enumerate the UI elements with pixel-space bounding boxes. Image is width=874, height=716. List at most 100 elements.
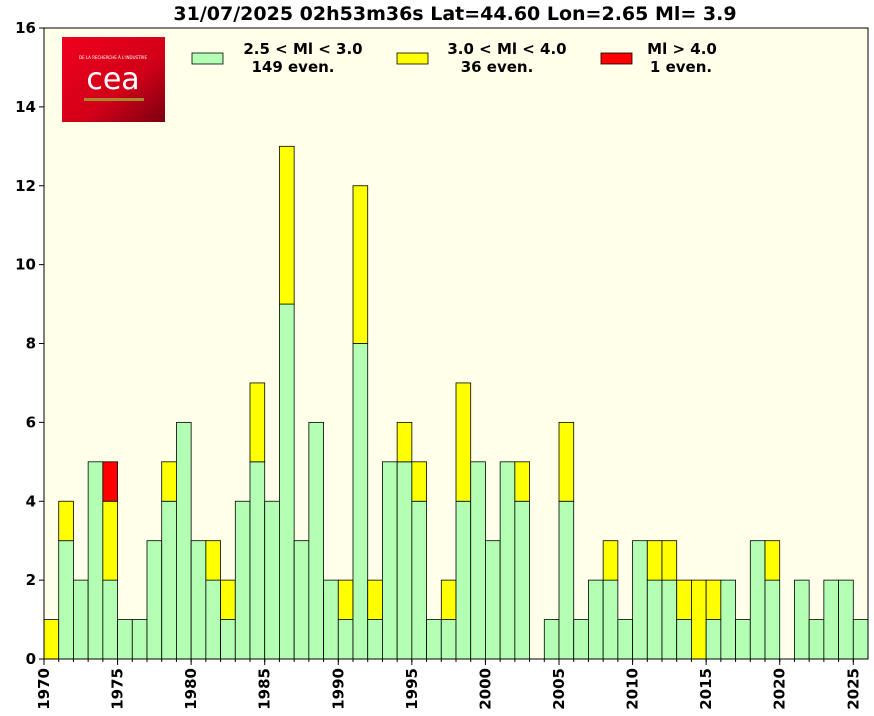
- bar-1987-series-1: [293, 540, 310, 660]
- y-tick-label-10: 10: [15, 256, 36, 274]
- bar-1973-series-1: [87, 461, 104, 660]
- bar-1997-series-1: [440, 619, 457, 660]
- legend-count-3: 1 even.: [650, 58, 712, 76]
- legend-count-1: 149 even.: [251, 58, 334, 76]
- legend-swatch-2: [396, 52, 429, 65]
- bar-2025-series-1: [852, 619, 869, 660]
- y-tick-label-16: 16: [15, 19, 36, 37]
- bar-1984-series-2: [249, 382, 266, 463]
- bar-1992-series-1: [367, 619, 383, 660]
- x-tick-label-1985: 1985: [256, 668, 274, 710]
- bar-2012-series-1: [661, 579, 678, 660]
- bar-2007-series-1: [588, 579, 604, 660]
- bar-2014-series-2: [691, 579, 707, 660]
- x-tick-label-2005: 2005: [550, 668, 568, 710]
- bar-1993-series-1: [382, 461, 398, 660]
- bar-1989-series-1: [323, 579, 339, 660]
- bar-2010-series-1: [632, 540, 648, 660]
- bar-1974-series-3: [102, 461, 118, 502]
- y-tick-label-12: 12: [15, 177, 36, 195]
- bar-1999-series-1: [470, 461, 486, 660]
- x-tick-label-2015: 2015: [697, 668, 715, 710]
- bar-1981-series-2: [205, 540, 221, 581]
- bar-2022-series-1: [808, 619, 825, 660]
- y-tick-label-14: 14: [15, 98, 36, 116]
- legend-item-1: 2.5 < Ml < 3.0 149 even.: [191, 40, 363, 76]
- bar-2013-series-1: [676, 619, 692, 660]
- bar-1974-series-2: [102, 500, 118, 581]
- bar-2016-series-1: [720, 579, 736, 660]
- bar-1980-series-1: [190, 540, 207, 660]
- bar-2009-series-1: [617, 619, 633, 660]
- x-tick-label-2000: 2000: [476, 668, 494, 710]
- bar-2019-series-2: [764, 540, 781, 581]
- logo-background: [62, 37, 165, 122]
- bar-1988-series-1: [308, 421, 324, 660]
- y-tick-label-0: 0: [26, 650, 36, 668]
- legend-label-3: Ml > 4.0: [647, 40, 717, 58]
- x-tick-label-1995: 1995: [403, 668, 421, 710]
- bar-1986-series-2: [279, 145, 295, 305]
- bar-1981-series-1: [205, 579, 221, 660]
- legend-label-1: 2.5 < Ml < 3.0: [243, 40, 362, 58]
- bar-1984-series-1: [249, 461, 266, 660]
- bar-2019-series-1: [764, 579, 781, 660]
- legend-label-2: 3.0 < Ml < 4.0: [447, 40, 566, 58]
- bar-1978-series-2: [161, 461, 177, 502]
- cea-logo: DE LA RECHERCHE À L'INDUSTRIE cea: [62, 37, 165, 122]
- y-tick-label-2: 2: [26, 571, 36, 589]
- bar-2006-series-1: [573, 619, 589, 660]
- bar-2017-series-1: [735, 619, 751, 660]
- legend-count-2: 36 even.: [461, 58, 534, 76]
- bar-1991-series-1: [352, 343, 369, 660]
- bar-1983-series-1: [234, 500, 251, 660]
- bar-1991-series-2: [352, 185, 369, 344]
- bar-1985-series-1: [264, 500, 280, 660]
- bar-1992-series-2: [367, 579, 383, 620]
- bar-1998-series-1: [455, 500, 472, 660]
- bar-2002-series-1: [514, 500, 530, 660]
- bar-1990-series-2: [337, 579, 354, 620]
- bar-1982-series-2: [220, 579, 236, 620]
- bar-1977-series-1: [146, 540, 163, 660]
- legend-item-3: Ml > 4.0 1 even.: [600, 40, 717, 76]
- bar-2000-series-1: [485, 540, 501, 660]
- bar-1986-series-1: [279, 303, 295, 660]
- bar-1974-series-1: [102, 579, 118, 660]
- logo-tagline: DE LA RECHERCHE À L'INDUSTRIE: [79, 55, 147, 60]
- bar-2005-series-1: [558, 500, 575, 660]
- x-tick-label-1980: 1980: [182, 668, 200, 710]
- y-tick-label-8: 8: [26, 335, 36, 353]
- x-tick-label-1970: 1970: [35, 668, 53, 710]
- legend-item-2: 3.0 < Ml < 4.0 36 even.: [396, 40, 567, 76]
- bar-2005-series-2: [558, 421, 575, 502]
- bar-1976-series-1: [131, 619, 148, 660]
- bar-1970-series-2: [43, 619, 60, 660]
- x-tick-label-1975: 1975: [109, 668, 127, 710]
- bar-2023-series-1: [823, 579, 839, 660]
- bar-1979-series-1: [176, 421, 192, 660]
- legend-swatch-1: [191, 52, 224, 65]
- bar-2018-series-1: [749, 540, 766, 660]
- bar-2015-series-1: [705, 619, 722, 660]
- bar-2004-series-1: [543, 619, 560, 660]
- bar-1990-series-1: [337, 619, 354, 660]
- bar-1975-series-1: [117, 619, 133, 660]
- bar-2001-series-1: [499, 461, 516, 660]
- bar-1997-series-2: [440, 579, 457, 620]
- bar-1971-series-2: [58, 500, 74, 542]
- legend: 2.5 < Ml < 3.0 149 even. 3.0 < Ml < 4.0 …: [191, 40, 717, 76]
- x-axis: 1970 1975 1980 1985 1990 1995 2000 2005 2010 2015…: [35, 659, 862, 710]
- bar-1978-series-1: [161, 500, 177, 660]
- bar-1996-series-1: [426, 619, 442, 660]
- y-axis: 0 2 4 6 8 10 12 14 16: [15, 19, 44, 668]
- bar-1998-series-2: [455, 382, 472, 502]
- bar-2011-series-2: [646, 540, 663, 581]
- bar-1994-series-1: [396, 461, 413, 660]
- bar-2012-series-2: [661, 540, 678, 581]
- bar-2024-series-1: [838, 579, 854, 660]
- y-tick-label-6: 6: [26, 413, 36, 431]
- x-tick-label-2010: 2010: [624, 668, 642, 710]
- bar-2015-series-2: [705, 579, 722, 620]
- bar-2011-series-1: [646, 579, 663, 660]
